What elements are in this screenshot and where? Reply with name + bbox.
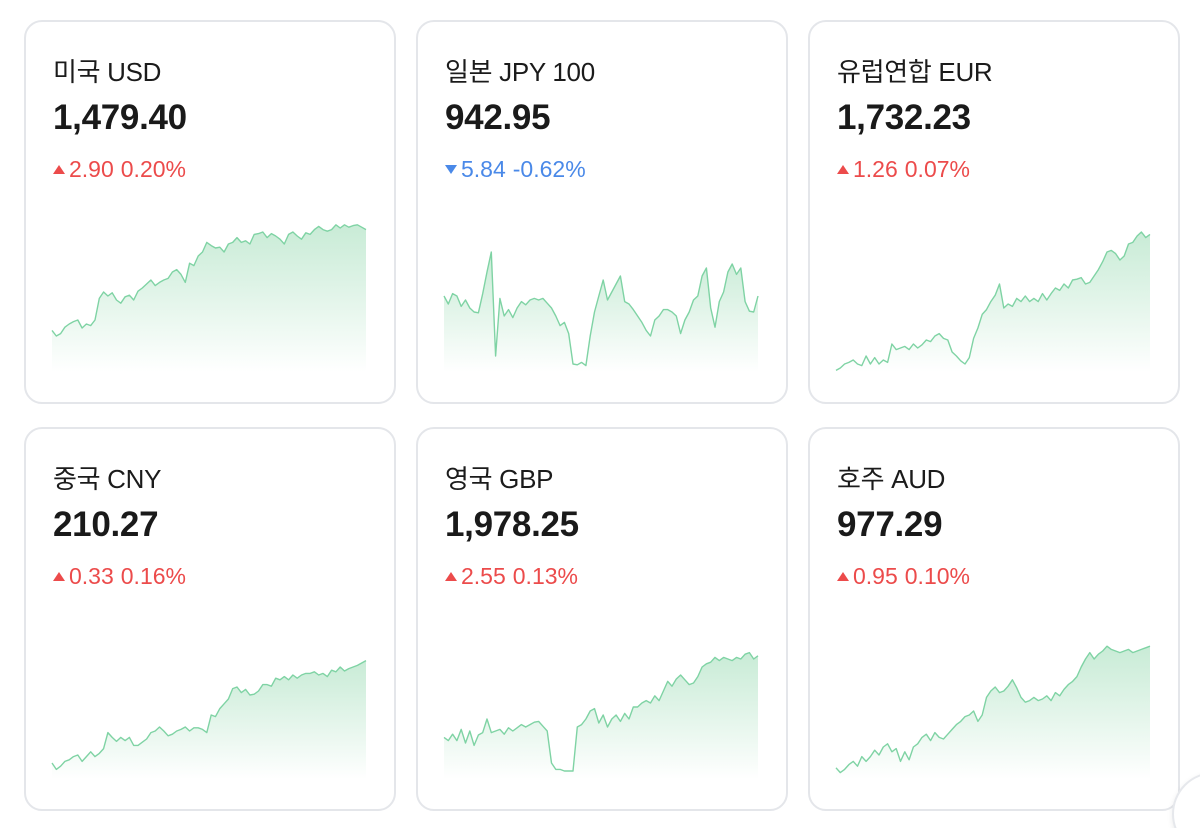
change-amount: 0.33: [69, 563, 114, 589]
sparkline-area: [52, 660, 366, 779]
up-arrow-icon: [837, 165, 849, 174]
change-percent: 0.16%: [120, 563, 186, 589]
rate-change: 2.90 0.20%: [53, 156, 186, 183]
change-amount: 2.90: [69, 156, 114, 182]
change-percent: 0.10%: [904, 563, 970, 589]
sparkline-chart: [835, 231, 1151, 372]
sparkline-area: [836, 646, 1150, 779]
sparkline-line: [835, 645, 1151, 774]
sparkline-chart: [51, 224, 367, 372]
currency-card-usd[interactable]: 미국 USD 1,479.40 2.90 0.20%: [24, 20, 396, 404]
sparkline-line: [443, 251, 759, 367]
sparkline-area: [836, 232, 1150, 372]
currency-card-aud[interactable]: 호주 AUD 977.29 0.95 0.10%: [808, 427, 1180, 811]
currency-name: 호주 AUD: [837, 464, 946, 494]
sparkline-line: [51, 224, 367, 337]
exchange-rate: 942.95: [445, 98, 551, 137]
up-arrow-icon: [445, 572, 457, 581]
currency-name: 중국 CNY: [53, 464, 162, 494]
change-percent: 0.13%: [512, 563, 578, 589]
up-arrow-icon: [837, 572, 849, 581]
exchange-rate: 1,479.40: [53, 98, 187, 137]
change-percent: 0.20%: [120, 156, 186, 182]
change-percent: -0.62%: [512, 156, 586, 182]
sparkline-line: [835, 231, 1151, 372]
currency-name: 미국 USD: [53, 57, 162, 87]
exchange-rate: 210.27: [53, 505, 159, 544]
change-amount: 1.26: [853, 156, 898, 182]
rate-change: 2.55 0.13%: [445, 563, 578, 590]
sparkline-chart: [443, 651, 759, 779]
up-arrow-icon: [53, 165, 65, 174]
currency-name: 일본 JPY 100: [445, 57, 595, 87]
rate-change: 0.95 0.10%: [837, 563, 970, 590]
currency-name: 영국 GBP: [445, 464, 554, 494]
exchange-rate: 1,732.23: [837, 98, 971, 137]
down-arrow-icon: [445, 165, 457, 174]
currency-name: 유럽연합 EUR: [837, 57, 993, 87]
change-amount: 2.55: [461, 563, 506, 589]
sparkline-area: [444, 652, 758, 779]
rate-change: 0.33 0.16%: [53, 563, 186, 590]
sparkline-chart: [443, 251, 759, 372]
currency-card-jpy[interactable]: 일본 JPY 100 942.95 5.84 -0.62%: [416, 20, 788, 404]
sparkline-area: [444, 252, 758, 372]
sparkline-area: [52, 224, 366, 372]
change-amount: 5.84: [461, 156, 506, 182]
sparkline-chart: [835, 645, 1151, 779]
change-percent: 0.07%: [904, 156, 970, 182]
rate-change: 5.84 -0.62%: [445, 156, 586, 183]
rate-change: 1.26 0.07%: [837, 156, 970, 183]
change-amount: 0.95: [853, 563, 898, 589]
currency-card-gbp[interactable]: 영국 GBP 1,978.25 2.55 0.13%: [416, 427, 788, 811]
exchange-rate: 1,978.25: [445, 505, 579, 544]
sparkline-line: [443, 651, 759, 772]
up-arrow-icon: [53, 572, 65, 581]
exchange-rate: 977.29: [837, 505, 943, 544]
currency-card-eur[interactable]: 유럽연합 EUR 1,732.23 1.26 0.07%: [808, 20, 1180, 404]
sparkline-line: [51, 659, 367, 771]
sparkline-chart: [51, 659, 367, 779]
currency-card-cny[interactable]: 중국 CNY 210.27 0.33 0.16%: [24, 427, 396, 811]
